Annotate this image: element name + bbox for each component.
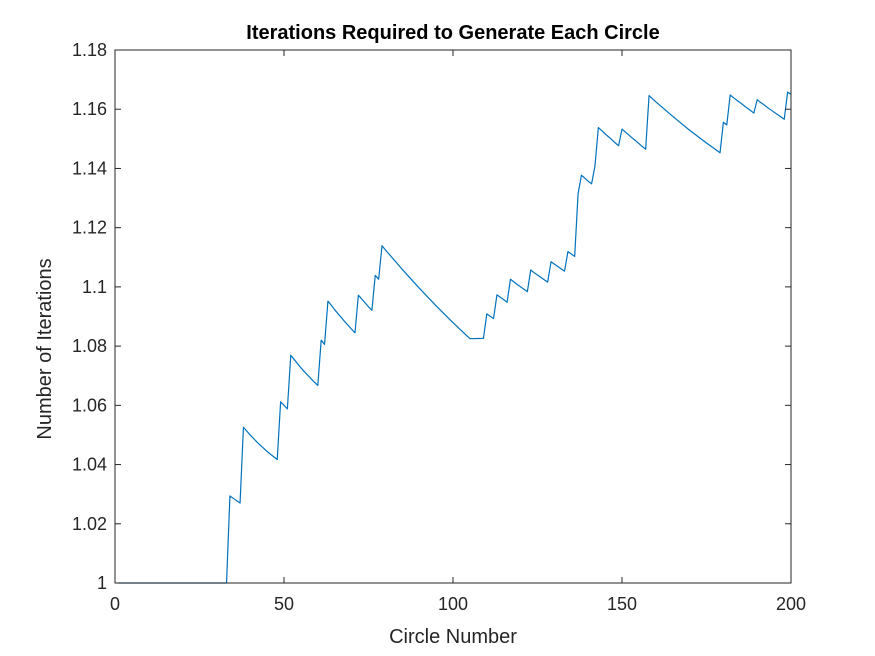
chart-title: Iterations Required to Generate Each Cir… xyxy=(246,22,659,44)
x-tick-label: 50 xyxy=(274,594,294,614)
y-tick-label: 1.06 xyxy=(72,395,107,415)
plot-background xyxy=(115,50,791,583)
series-layer xyxy=(118,91,792,584)
y-tick-label: 1.02 xyxy=(72,514,107,534)
y-tick-label: 1.04 xyxy=(72,455,107,475)
series-line xyxy=(118,91,792,584)
x-axis: 0 50 100 150 200 xyxy=(110,50,806,614)
x-tick-label: 0 xyxy=(110,594,120,614)
plot-area xyxy=(114,49,792,584)
y-tick-label: 1.16 xyxy=(72,99,107,119)
y-axis: 1 1.02 1.04 1.06 1.08 1.1 1.12 1.14 1.16 1.18 xyxy=(72,40,791,593)
y-tick-label: 1 xyxy=(97,573,107,593)
y-tick-label: 1.08 xyxy=(72,336,107,356)
x-tick-label: 200 xyxy=(776,594,806,614)
y-tick-label: 1.18 xyxy=(72,40,107,60)
y-tick-label: 1.1 xyxy=(82,277,107,297)
x-axis-label: Circle Number xyxy=(389,626,517,648)
x-tick-label: 150 xyxy=(607,594,637,614)
x-tick-label: 100 xyxy=(438,594,468,614)
y-tick-label: 1.14 xyxy=(72,158,107,178)
y-tick-label: 1.12 xyxy=(72,218,107,238)
y-axis-label: Number of Iterations xyxy=(34,258,56,439)
